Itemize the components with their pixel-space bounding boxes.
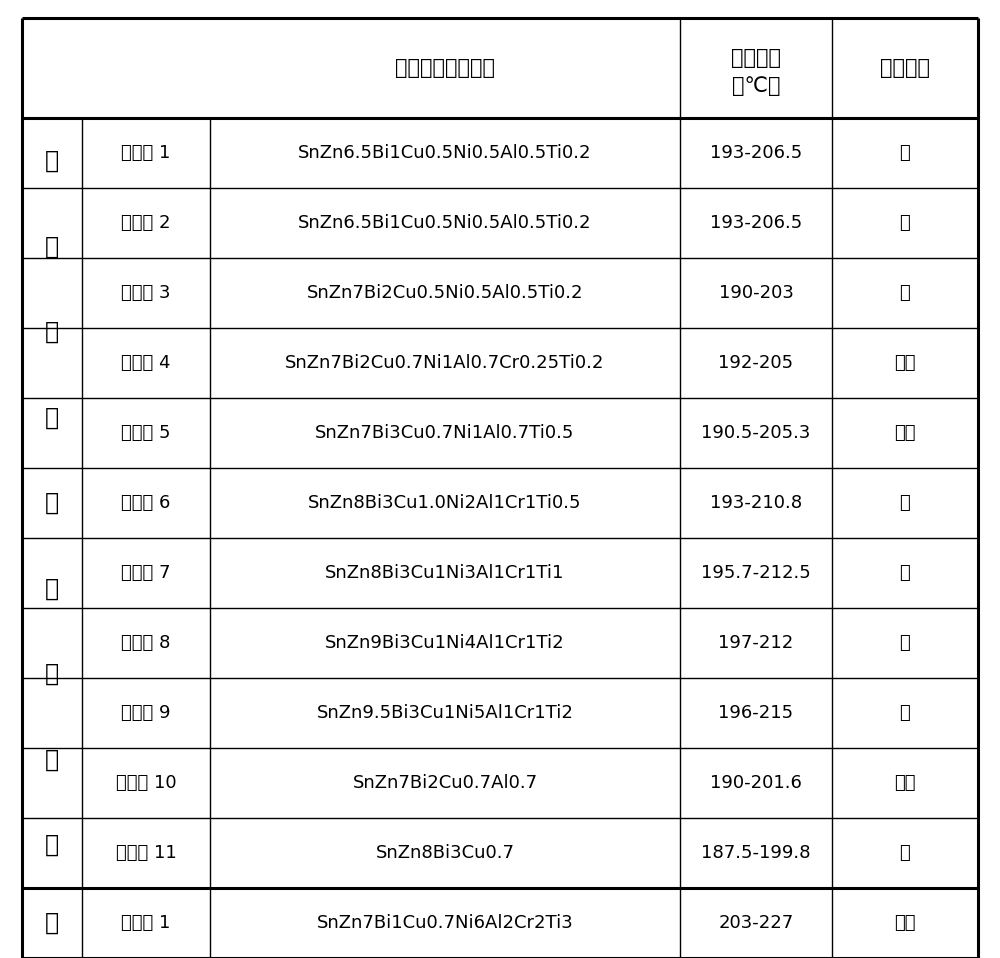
Text: 粉: 粉 [45, 747, 59, 771]
Text: SnZn8Bi3Cu1.0Ni2Al1Cr1Ti0.5: SnZn8Bi3Cu1.0Ni2Al1Cr1Ti0.5 [308, 494, 582, 512]
Text: 抗氧化性: 抗氧化性 [880, 58, 930, 78]
Text: 良: 良 [900, 284, 910, 302]
Text: 良: 良 [900, 144, 910, 162]
Text: SnZn9Bi3Cu1Ni4Al1Cr1Ti2: SnZn9Bi3Cu1Ni4Al1Cr1Ti2 [325, 634, 565, 652]
Text: 好: 好 [900, 634, 910, 652]
Text: 实施例 2: 实施例 2 [121, 214, 171, 232]
Text: 193-210.8: 193-210.8 [710, 494, 802, 512]
Text: 192-205: 192-205 [718, 354, 794, 372]
Text: 焊料合金粉末成分: 焊料合金粉末成分 [395, 58, 495, 78]
Text: 190-203: 190-203 [719, 284, 793, 302]
Text: 好: 好 [900, 494, 910, 512]
Text: SnZn7Bi2Cu0.7Ni1Al0.7Cr0.25Ti0.2: SnZn7Bi2Cu0.7Ni1Al0.7Cr0.25Ti0.2 [285, 354, 605, 372]
Text: 良: 良 [900, 704, 910, 722]
Text: SnZn9.5Bi3Cu1Ni5Al1Cr1Ti2: SnZn9.5Bi3Cu1Ni5Al1Cr1Ti2 [317, 704, 573, 722]
Text: 较好: 较好 [894, 354, 916, 372]
Text: 203-227: 203-227 [718, 914, 794, 932]
Text: SnZn6.5Bi1Cu0.5Ni0.5Al0.5Ti0.2: SnZn6.5Bi1Cu0.5Ni0.5Al0.5Ti0.2 [298, 144, 592, 162]
Text: 较好: 较好 [894, 424, 916, 442]
Text: 好: 好 [900, 564, 910, 582]
Text: SnZn7Bi1Cu0.7Ni6Al2Cr2Ti3: SnZn7Bi1Cu0.7Ni6Al2Cr2Ti3 [317, 914, 573, 932]
Text: 实施例 3: 实施例 3 [121, 284, 171, 302]
Text: 实施例 4: 实施例 4 [121, 354, 171, 372]
Text: 197-212: 197-212 [718, 634, 794, 652]
Text: 实施例 9: 实施例 9 [121, 704, 171, 722]
Text: 良: 良 [900, 844, 910, 862]
Text: 193-206.5: 193-206.5 [710, 144, 802, 162]
Text: 焊: 焊 [45, 405, 59, 429]
Text: SnZn6.5Bi1Cu0.5Ni0.5Al0.5Ti0.2: SnZn6.5Bi1Cu0.5Ni0.5Al0.5Ti0.2 [298, 214, 592, 232]
Text: 金: 金 [45, 662, 59, 686]
Text: 实施例 10: 实施例 10 [116, 774, 176, 792]
Text: 明: 明 [45, 320, 59, 344]
Text: 对比例 1: 对比例 1 [121, 914, 171, 932]
Text: 实施例 5: 实施例 5 [121, 424, 171, 442]
Text: 较好: 较好 [894, 774, 916, 792]
Text: 良: 良 [900, 214, 910, 232]
Text: 料: 料 [45, 491, 59, 515]
Text: 对: 对 [45, 911, 59, 935]
Text: 合金熔点: 合金熔点 [731, 48, 781, 68]
Text: 196-215: 196-215 [718, 704, 794, 722]
Text: 实施例 8: 实施例 8 [121, 634, 171, 652]
Text: 187.5-199.8: 187.5-199.8 [701, 844, 811, 862]
Text: 发: 发 [45, 235, 59, 259]
Text: 合: 合 [45, 577, 59, 601]
Text: 190-201.6: 190-201.6 [710, 774, 802, 792]
Text: 实施例 7: 实施例 7 [121, 564, 171, 582]
Text: 末: 末 [45, 833, 59, 857]
Text: 本: 本 [45, 148, 59, 172]
Text: 190.5-205.3: 190.5-205.3 [701, 424, 811, 442]
Text: 实施例 6: 实施例 6 [121, 494, 171, 512]
Text: 193-206.5: 193-206.5 [710, 214, 802, 232]
Text: 较差: 较差 [894, 914, 916, 932]
Text: 195.7-212.5: 195.7-212.5 [701, 564, 811, 582]
Text: SnZn8Bi3Cu0.7: SnZn8Bi3Cu0.7 [376, 844, 514, 862]
Text: SnZn7Bi2Cu0.5Ni0.5Al0.5Ti0.2: SnZn7Bi2Cu0.5Ni0.5Al0.5Ti0.2 [307, 284, 583, 302]
Text: 实施例 11: 实施例 11 [116, 844, 176, 862]
Text: （℃）: （℃） [732, 76, 780, 96]
Text: SnZn7Bi3Cu0.7Ni1Al0.7Ti0.5: SnZn7Bi3Cu0.7Ni1Al0.7Ti0.5 [315, 424, 575, 442]
Text: 实施例 1: 实施例 1 [121, 144, 171, 162]
Text: SnZn7Bi2Cu0.7Al0.7: SnZn7Bi2Cu0.7Al0.7 [352, 774, 538, 792]
Text: SnZn8Bi3Cu1Ni3Al1Cr1Ti1: SnZn8Bi3Cu1Ni3Al1Cr1Ti1 [325, 564, 565, 582]
